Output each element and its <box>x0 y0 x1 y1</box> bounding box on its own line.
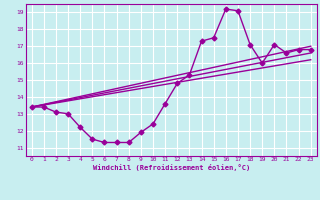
X-axis label: Windchill (Refroidissement éolien,°C): Windchill (Refroidissement éolien,°C) <box>92 164 250 171</box>
